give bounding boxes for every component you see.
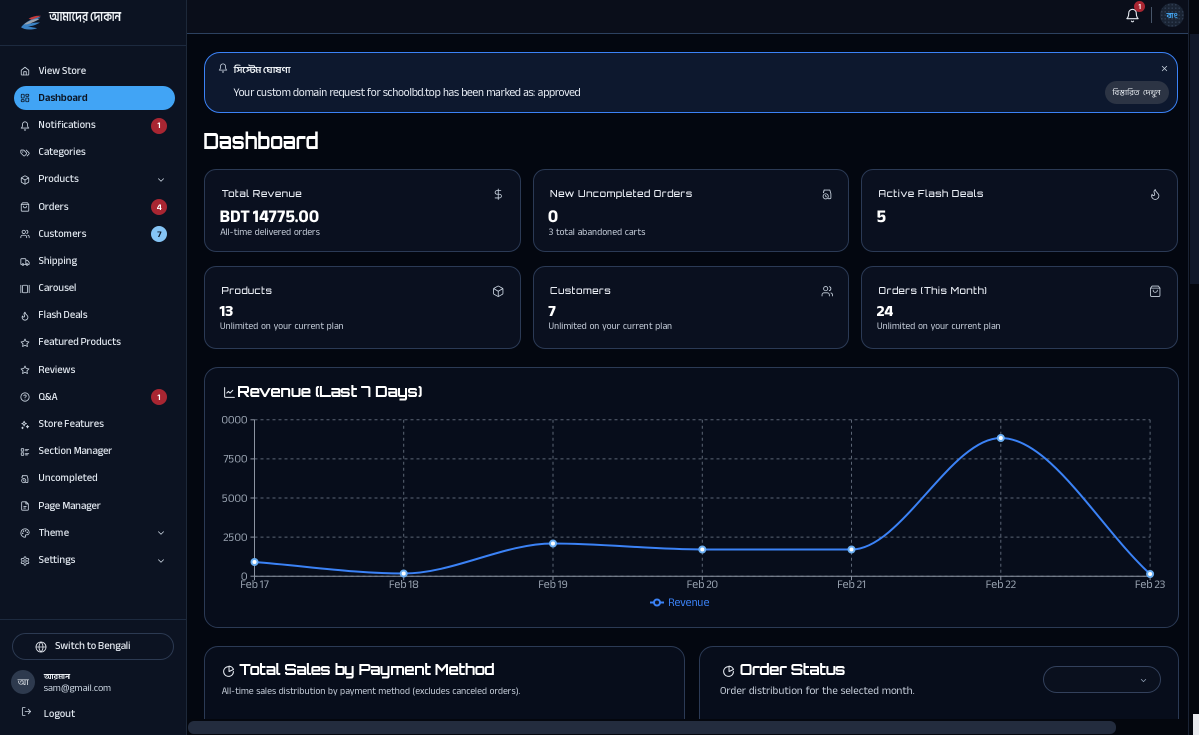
svg-text:Revenue: Revenue bbox=[668, 593, 709, 614]
svg-text:Feb 19: Feb 19 bbox=[538, 575, 568, 596]
svg-text:0: 0 bbox=[240, 567, 247, 588]
svg-text:Feb 21: Feb 21 bbox=[837, 575, 866, 596]
svg-text:Feb 18: Feb 18 bbox=[388, 575, 418, 596]
svg-text:Feb 17: Feb 17 bbox=[240, 575, 269, 596]
svg-text:5000: 5000 bbox=[222, 488, 248, 509]
svg-text:Feb 22: Feb 22 bbox=[985, 575, 1015, 596]
svg-text:0000: 0000 bbox=[221, 410, 247, 431]
svg-text:7500: 7500 bbox=[223, 449, 247, 470]
svg-text:2500: 2500 bbox=[223, 527, 247, 548]
svg-text:Feb 23: Feb 23 bbox=[1134, 575, 1165, 596]
svg-text:Feb 20: Feb 20 bbox=[686, 575, 718, 596]
